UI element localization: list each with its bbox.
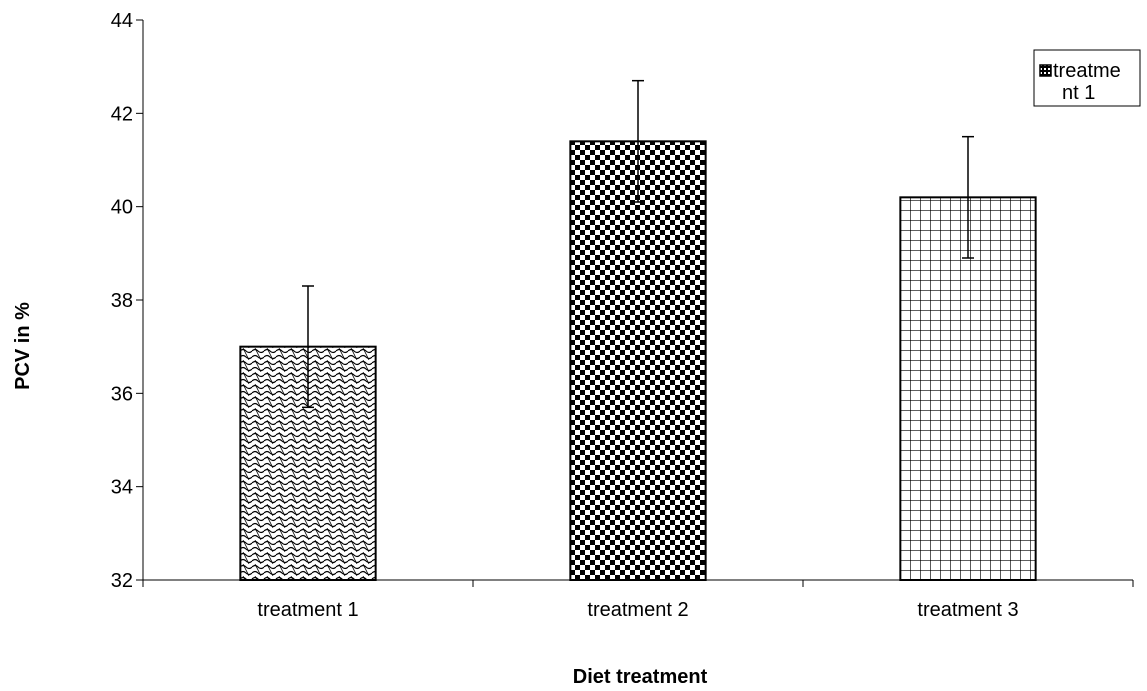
x-tick-label: treatment 1 (257, 599, 358, 621)
y-tick-label: 34 (111, 477, 133, 499)
y-axis-ticks: 32 34 36 38 40 42 44 (111, 10, 143, 592)
legend-box (1033, 49, 1141, 107)
bar-2 (569, 140, 707, 581)
x-axis-title: Diet treatment (573, 666, 708, 688)
bars (239, 140, 1037, 581)
error-bars (302, 79, 974, 409)
legend: treatme nt 1 (1033, 49, 1141, 107)
y-axis-title: PCV in % (12, 302, 34, 390)
y-tick-label: 38 (111, 290, 133, 312)
legend-label-line2: nt 1 (1062, 82, 1095, 104)
bar-3 (899, 196, 1037, 581)
x-tick-label: treatment 2 (587, 599, 688, 621)
x-axis-ticks: treatment 1 treatment 2 treatment 3 (142, 580, 1134, 621)
legend-label-line1: treatme (1053, 60, 1121, 82)
y-tick-label: 36 (111, 383, 133, 405)
y-tick-label: 42 (111, 103, 133, 125)
x-tick-label: treatment 3 (917, 599, 1018, 621)
y-tick-label: 40 (111, 197, 133, 219)
y-tick-label: 32 (111, 570, 133, 592)
legend-swatch (1039, 64, 1052, 77)
y-tick-label: 44 (111, 10, 133, 32)
